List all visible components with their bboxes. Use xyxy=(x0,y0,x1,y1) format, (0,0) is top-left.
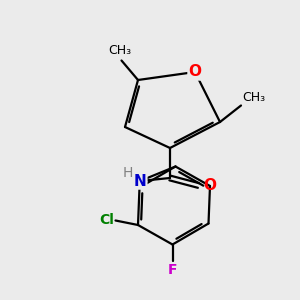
Text: H: H xyxy=(122,166,133,180)
Text: CH₃: CH₃ xyxy=(242,91,266,104)
Text: O: O xyxy=(188,64,202,80)
Text: Cl: Cl xyxy=(99,214,114,227)
Text: O: O xyxy=(203,178,216,193)
Text: F: F xyxy=(168,262,177,277)
Text: CH₃: CH₃ xyxy=(108,44,132,58)
Text: N: N xyxy=(134,173,146,188)
